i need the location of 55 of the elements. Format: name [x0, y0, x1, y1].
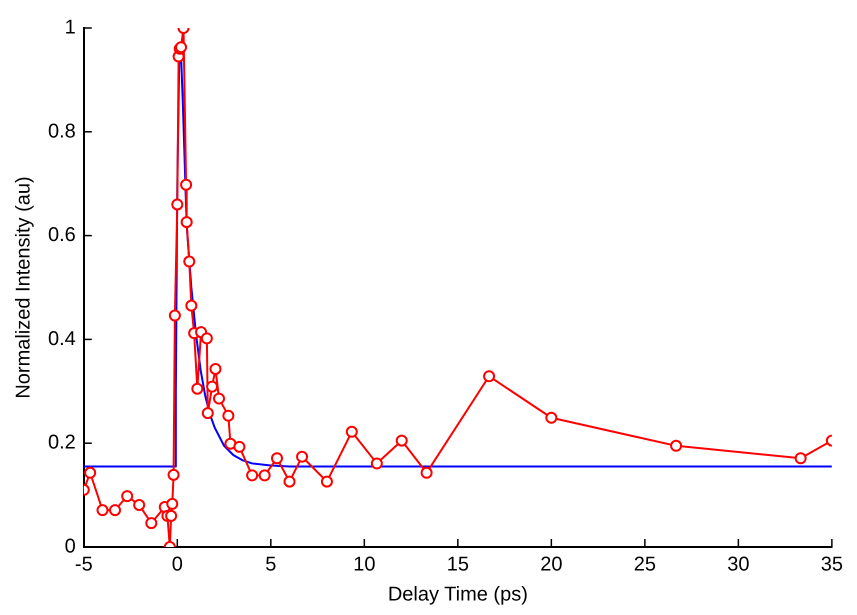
point	[185, 300, 198, 312]
x-tick-label: 30	[727, 554, 750, 576]
x-tick-label: -5	[74, 554, 93, 576]
point	[96, 504, 109, 516]
point	[794, 452, 807, 464]
point	[200, 332, 213, 344]
point	[222, 410, 234, 422]
point	[396, 434, 408, 447]
point	[191, 382, 204, 395]
y-tick-label: 1	[64, 16, 76, 39]
x-tick-label: 0	[172, 554, 183, 576]
point	[370, 457, 383, 470]
point	[545, 412, 558, 424]
point	[420, 466, 433, 479]
point	[168, 468, 180, 481]
x-tick-label: 20	[540, 554, 562, 576]
point	[166, 498, 178, 510]
x-tick-label: 5	[265, 554, 276, 576]
y-tick-label: 0.4	[48, 328, 76, 350]
point	[483, 370, 496, 382]
point	[202, 407, 214, 420]
point	[296, 450, 308, 463]
x-axis-title: Delay Time (ps)	[388, 584, 528, 606]
point	[168, 310, 181, 322]
point	[233, 440, 246, 453]
x-tick-label: 15	[446, 554, 469, 576]
point	[165, 510, 178, 522]
point	[246, 469, 258, 482]
x-tick-label: 25	[634, 554, 656, 576]
y-tick-label: 0.2	[48, 432, 76, 454]
point	[346, 426, 358, 438]
y-axis-title: Normalized Intensity (au)	[12, 176, 35, 399]
point	[206, 380, 218, 393]
x-tick-label: 35	[820, 554, 843, 576]
point	[171, 198, 184, 210]
point	[180, 178, 192, 191]
point	[270, 452, 283, 464]
point	[209, 362, 222, 375]
point	[258, 469, 271, 482]
point	[180, 216, 193, 228]
point	[284, 476, 296, 488]
point	[670, 440, 682, 452]
point	[213, 392, 226, 405]
x-tick-label: 10	[353, 554, 376, 576]
y-tick-label: 0.6	[48, 224, 76, 246]
point	[121, 490, 134, 502]
y-tick-label: 0	[64, 536, 76, 558]
y-tick-label: 0.8	[48, 120, 76, 142]
point	[133, 498, 146, 511]
point	[145, 517, 158, 530]
point	[224, 438, 236, 450]
point	[320, 476, 333, 488]
point	[84, 466, 96, 479]
point	[109, 504, 122, 516]
point	[183, 256, 196, 268]
